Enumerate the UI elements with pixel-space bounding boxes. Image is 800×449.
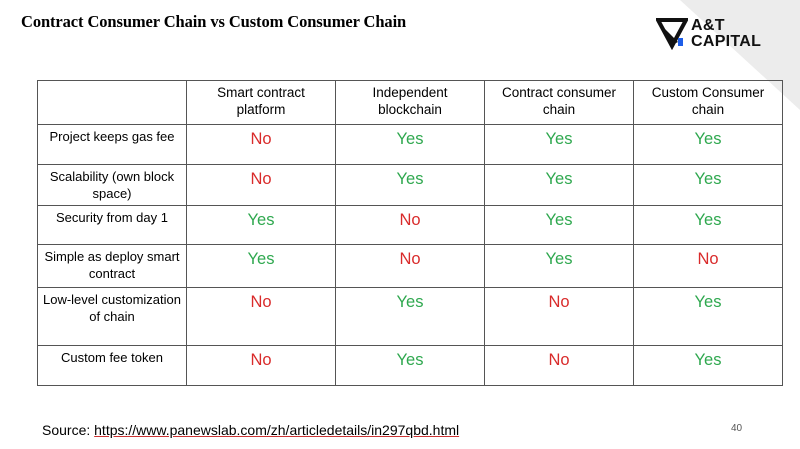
table-cell: No <box>186 164 336 206</box>
row-label: Scalability (own block space) <box>37 164 187 206</box>
table-cell: Yes <box>186 205 336 245</box>
table-cell: Yes <box>186 244 336 288</box>
table-header-row: Smart contract platform Independent bloc… <box>37 80 783 125</box>
table-cell: No <box>186 345 336 386</box>
table-row: Custom fee token No Yes No Yes <box>37 345 783 386</box>
table-cell: Yes <box>633 164 783 206</box>
source-link[interactable]: https://www.panewslab.com/zh/articledeta… <box>94 422 460 438</box>
table-cell: Yes <box>335 345 485 386</box>
header-independent-blockchain: Independent blockchain <box>335 80 485 125</box>
table-cell: Yes <box>484 164 634 206</box>
header-smart-contract-platform: Smart contract platform <box>186 80 336 125</box>
table-cell: No <box>484 345 634 386</box>
table-cell: Yes <box>335 287 485 346</box>
table-cell: No <box>484 287 634 346</box>
table-cell: No <box>633 244 783 288</box>
logo-wordmark: A&T CAPITAL <box>691 18 761 50</box>
table-cell: No <box>335 244 485 288</box>
table-cell: Yes <box>633 287 783 346</box>
logo-line-2: CAPITAL <box>691 33 762 50</box>
table-row: Security from day 1 Yes No Yes Yes <box>37 205 783 245</box>
table-row: Low-level customization of chain No Yes No Y… <box>37 287 783 346</box>
comparison-table: Smart contract platform Independent bloc… <box>37 80 783 386</box>
table-cell: Yes <box>633 205 783 245</box>
table-cell: No <box>186 124 336 165</box>
slide-title: Contract Consumer Chain vs Custom Consum… <box>21 12 407 31</box>
logo-mark-icon <box>656 18 688 50</box>
table-row: Project keeps gas fee No Yes Yes Yes <box>37 124 783 165</box>
table-cell: Yes <box>484 124 634 165</box>
row-label: Simple as deploy smart contract <box>37 244 187 288</box>
table-row: Scalability (own block space) No Yes Yes Yes <box>37 164 783 206</box>
header-contract-consumer-chain: Contract consumer chain <box>484 80 634 125</box>
header-cell-empty <box>37 80 187 125</box>
page-number: 40 <box>731 423 743 434</box>
table-cell: Yes <box>633 345 783 386</box>
table-cell: Yes <box>335 164 485 206</box>
row-label: Custom fee token <box>37 345 187 386</box>
logo-line-1: A&T <box>691 17 725 34</box>
header-custom-consumer-chain: Custom Consumer chain <box>633 80 783 125</box>
source-prefix: Source: <box>42 422 95 438</box>
source-citation: Source: https://www.panewslab.com/zh/art… <box>42 422 459 438</box>
table-cell: Yes <box>335 124 485 165</box>
table-row: Simple as deploy smart contract Yes No Yes N… <box>37 244 783 288</box>
table-cell: Yes <box>484 244 634 288</box>
table-cell: No <box>335 205 485 245</box>
row-label: Low-level customization of chain <box>37 287 187 346</box>
table-cell: Yes <box>484 205 634 245</box>
company-logo: A&T CAPITAL <box>656 16 796 56</box>
row-label: Project keeps gas fee <box>37 124 187 165</box>
table-cell: Yes <box>633 124 783 165</box>
table-cell: No <box>186 287 336 346</box>
row-label: Security from day 1 <box>37 205 187 245</box>
